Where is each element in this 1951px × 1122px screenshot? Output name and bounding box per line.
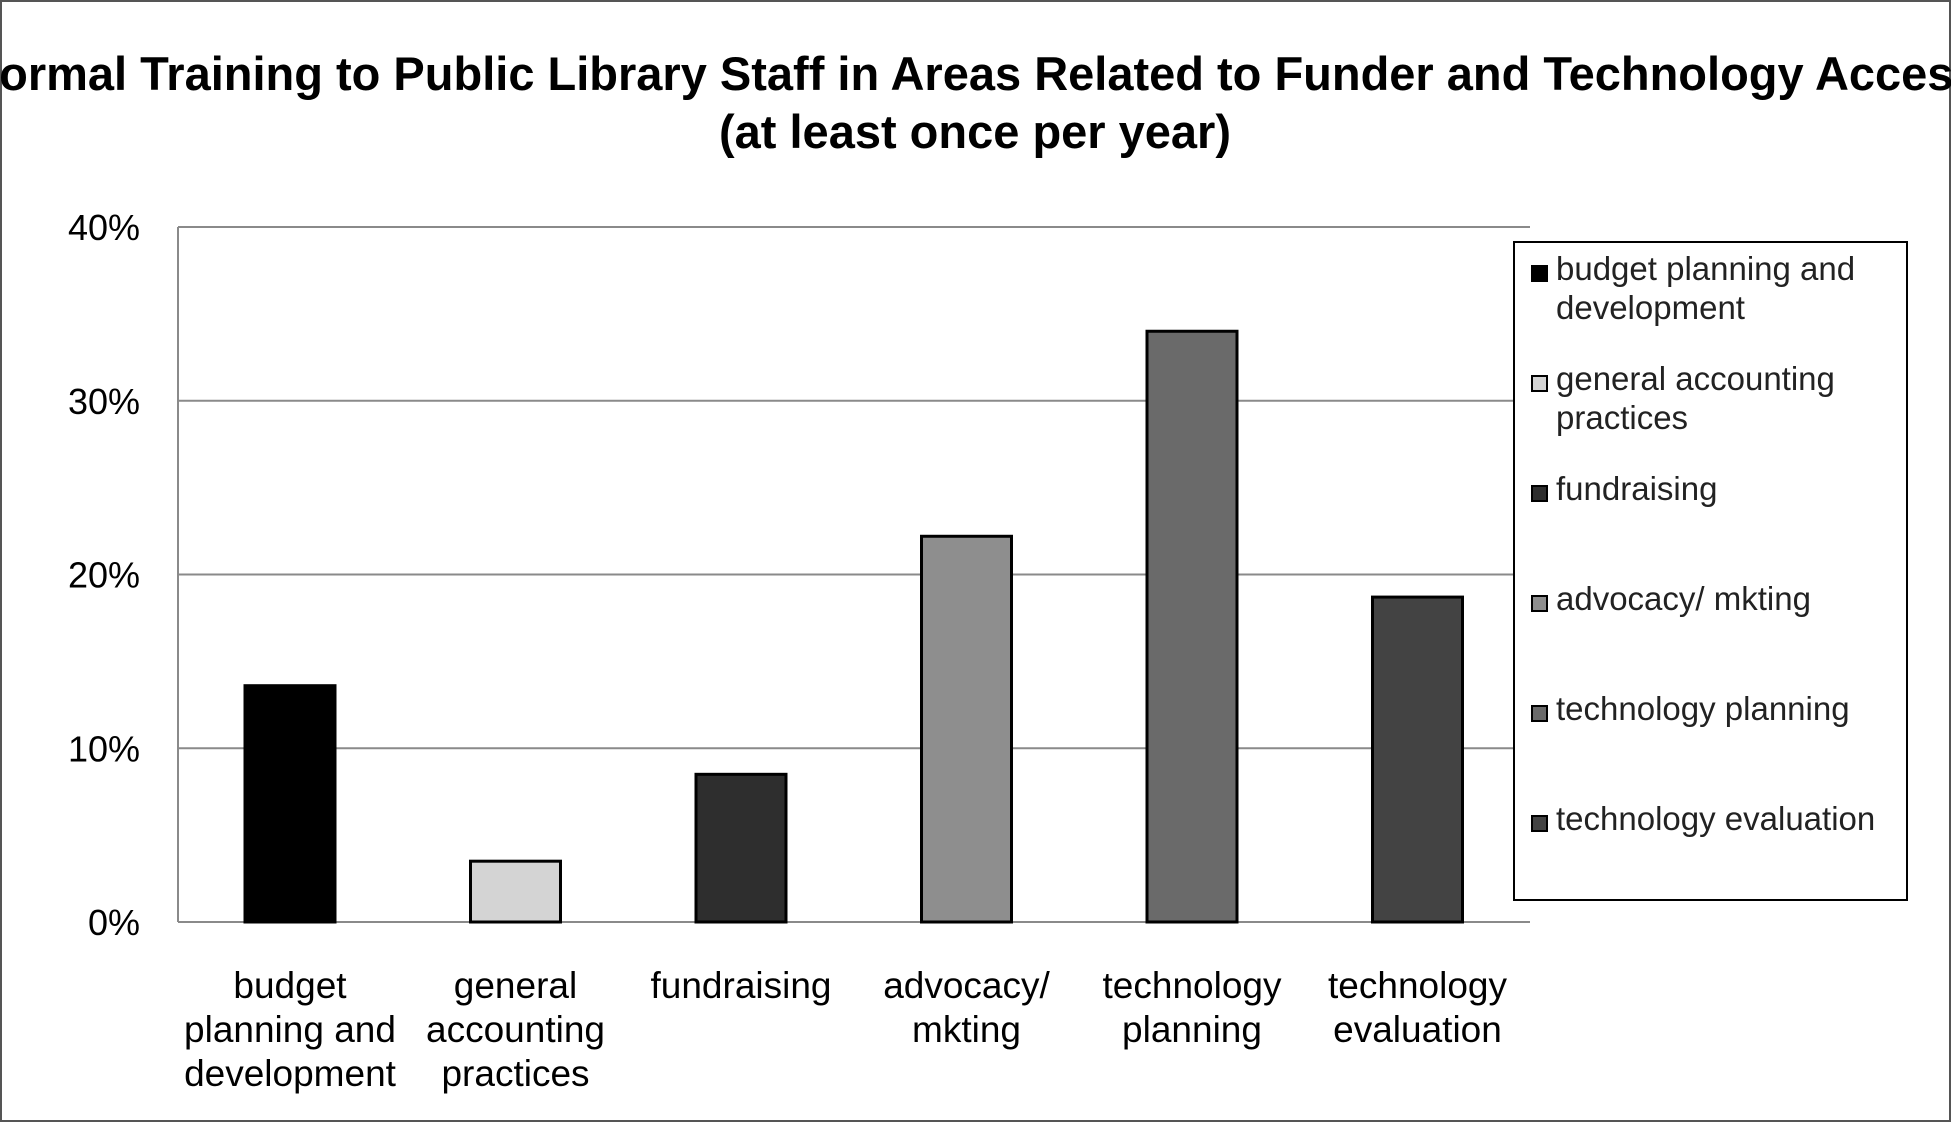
x-tick-label: evaluation [1333, 1009, 1502, 1050]
chart-title: Formal Training to Public Library Staff … [0, 47, 1951, 100]
x-tick-label: budget [233, 965, 347, 1006]
chart-subtitle: (at least once per year) [719, 105, 1231, 158]
legend-swatch [1531, 815, 1548, 832]
x-tick-label: technology [1103, 965, 1282, 1006]
legend-swatch [1531, 375, 1548, 392]
legend-box [1513, 241, 1908, 901]
y-tick-label: 0% [88, 902, 140, 943]
legend-swatch [1531, 595, 1548, 612]
bar [1145, 329, 1239, 924]
grid [178, 226, 1530, 923]
legend-label: technology planning [1556, 690, 1850, 727]
x-tick-label: planning and [184, 1009, 396, 1050]
legend-swatch [1531, 705, 1548, 722]
x-tick-label: development [184, 1053, 397, 1094]
bars [243, 329, 1464, 924]
bar [243, 684, 337, 924]
legend-label: technology evaluation [1556, 800, 1875, 837]
legend-label: advocacy/ mkting [1556, 580, 1811, 617]
y-tick-label: 20% [68, 555, 140, 596]
bar [920, 534, 1013, 924]
x-tick-label: practices [441, 1053, 589, 1094]
x-tick-label: mkting [912, 1009, 1021, 1050]
y-tick-label: 40% [68, 207, 140, 248]
x-tick-label: general [454, 965, 577, 1006]
legend-label: budget planning and [1556, 250, 1855, 287]
x-tick-label: planning [1122, 1009, 1262, 1050]
legend-label: general accounting [1556, 360, 1835, 397]
legend-label: practices [1556, 399, 1688, 436]
y-tick-label: 30% [68, 381, 140, 422]
bar [1371, 595, 1464, 924]
x-tick-label: fundraising [650, 965, 831, 1006]
legend-swatch [1531, 485, 1548, 502]
legend-swatch [1531, 265, 1548, 282]
x-tick-label: advocacy/ [883, 965, 1050, 1006]
y-tick-label: 10% [68, 728, 140, 769]
bar [694, 772, 788, 924]
x-tick-label: technology [1328, 965, 1507, 1006]
legend-label: development [1556, 289, 1745, 326]
legend-label: fundraising [1556, 470, 1717, 507]
x-tick-label: accounting [426, 1009, 605, 1050]
bar [469, 859, 562, 924]
